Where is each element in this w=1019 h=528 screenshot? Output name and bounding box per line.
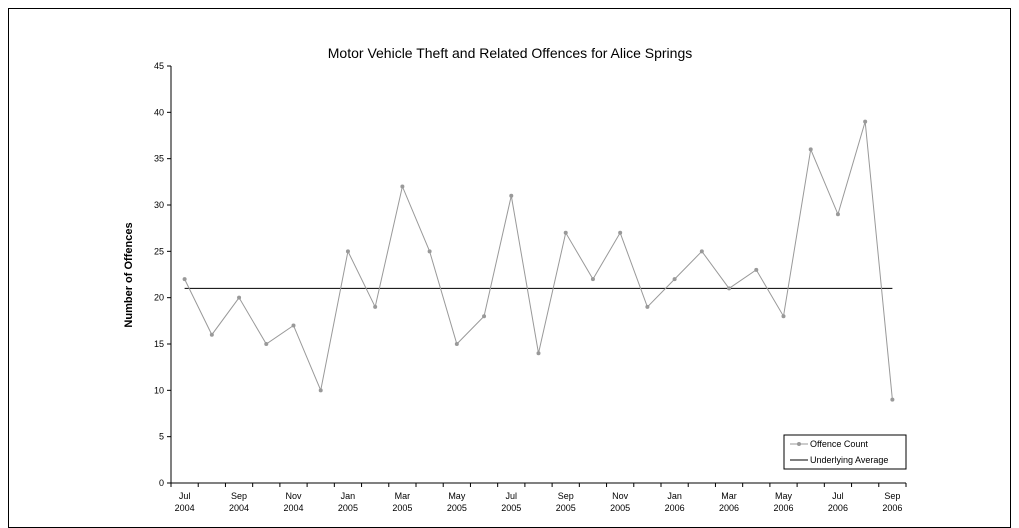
x-tick-label-month: Jan [667, 491, 682, 501]
y-tick-label: 0 [159, 478, 164, 488]
axes: 0 5 10 15 20 25 30 35 40 45 Jul 2004 Sep 2004 Nov 2004 J… [154, 61, 907, 513]
y-tick-label: 20 [154, 293, 164, 303]
offence-count-point [754, 267, 759, 272]
legend-label-underlying-average: Underlying Average [810, 455, 888, 465]
x-tick-label-year: 2006 [828, 503, 848, 513]
x-tick-label-month: Jul [506, 491, 518, 501]
x-tick-label-year: 2005 [556, 503, 576, 513]
x-tick-label-year: 2005 [392, 503, 412, 513]
offence-count-series [182, 119, 895, 402]
legend: Offence Count Underlying Average [783, 434, 907, 470]
x-tick-label-month: Jul [832, 491, 844, 501]
x-tick-label-year: 2004 [283, 503, 303, 513]
x-tick-label-month: Sep [231, 491, 247, 501]
x-tick-label-month: Sep [884, 491, 900, 501]
x-tick-label-year: 2004 [175, 503, 195, 513]
offence-count-point [536, 351, 541, 356]
x-tick-label-year: 2005 [447, 503, 467, 513]
offence-count-point [563, 230, 568, 235]
x-tick-label-month: Sep [558, 491, 574, 501]
x-tick-label-year: 2006 [882, 503, 902, 513]
offence-count-point [345, 249, 350, 254]
offence-count-point [318, 388, 323, 393]
offence-count-point [373, 304, 378, 309]
y-tick-label: 15 [154, 339, 164, 349]
y-tick-label: 45 [154, 61, 164, 71]
x-tick-label-year: 2005 [610, 503, 630, 513]
offence-count-point [645, 304, 650, 309]
offence-count-point [781, 314, 786, 319]
x-tick-label-month: Mar [395, 491, 411, 501]
offence-count-point [863, 119, 868, 124]
offence-count-point [672, 277, 677, 282]
x-tick-label-year: 2005 [501, 503, 521, 513]
legend-box [783, 434, 907, 470]
offence-count-point [209, 332, 214, 337]
x-tick-label-month: Jan [341, 491, 356, 501]
y-tick-label: 10 [154, 385, 164, 395]
x-tick-label-month: Jul [179, 491, 191, 501]
offence-count-point [808, 147, 813, 152]
x-tick-label-month: Nov [285, 491, 302, 501]
x-tick-label-year: 2006 [719, 503, 739, 513]
offence-count-point [618, 230, 623, 235]
offence-count-point [400, 184, 405, 189]
y-tick-label: 35 [154, 154, 164, 164]
chart-title: Motor Vehicle Theft and Related Offences… [328, 45, 692, 61]
y-tick-label: 40 [154, 107, 164, 117]
offence-count-point [482, 314, 487, 319]
offence-count-point [291, 323, 296, 328]
offence-count-point [835, 212, 840, 217]
offence-count-line [184, 121, 893, 400]
y-tick-label: 5 [159, 432, 164, 442]
offence-count-point [237, 295, 242, 300]
offence-count-point [427, 249, 432, 254]
offence-count-point [182, 277, 187, 282]
y-tick-label: 30 [154, 200, 164, 210]
offence-count-point [727, 286, 732, 291]
offence-count-point [699, 249, 704, 254]
x-tick-label-month: May [775, 491, 793, 501]
x-tick-label-year: 2006 [665, 503, 685, 513]
x-tick-label-year: 2004 [229, 503, 249, 513]
offence-count-point [509, 193, 514, 198]
y-axis-label: Number of Offences [123, 222, 135, 327]
y-tick-label: 25 [154, 246, 164, 256]
offence-count-point [890, 397, 895, 402]
x-tick-label-month: Nov [612, 491, 629, 501]
x-tick-label-year: 2006 [773, 503, 793, 513]
legend-marker-offence-count [797, 442, 801, 446]
x-tick-label-year: 2005 [338, 503, 358, 513]
x-tick-label-month: May [448, 491, 466, 501]
offence-count-point [264, 342, 269, 346]
legend-label-offence-count: Offence Count [810, 439, 868, 449]
offence-count-point [454, 342, 459, 346]
x-tick-label-month: Mar [721, 491, 737, 501]
offence-count-point [590, 277, 595, 282]
